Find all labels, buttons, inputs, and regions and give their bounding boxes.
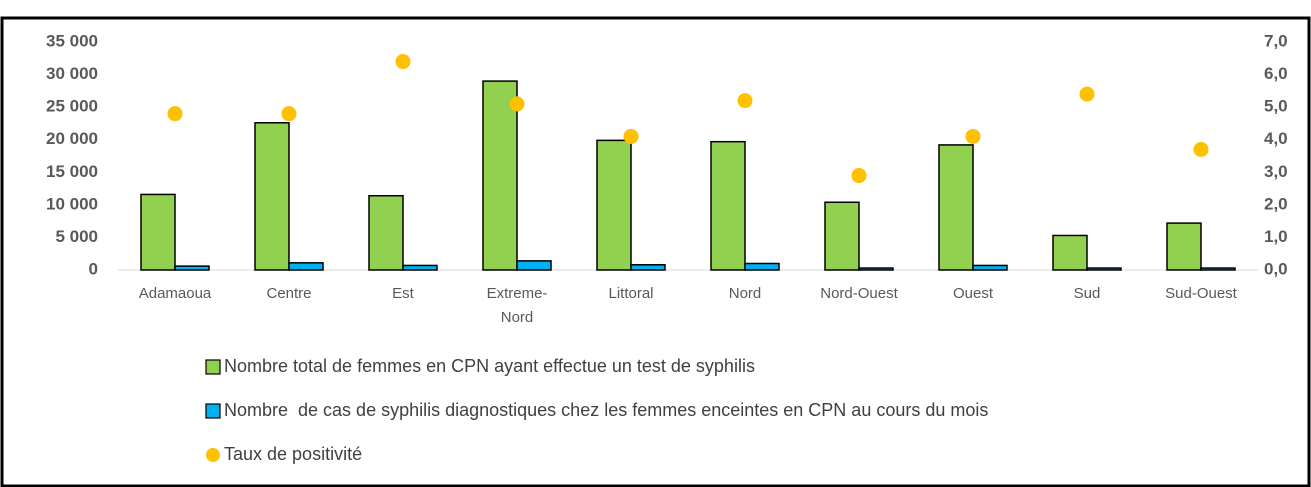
bar [1166, 222, 1202, 271]
legend-label: Taux de positivité [224, 444, 362, 464]
bar [972, 264, 1008, 271]
dot [167, 106, 183, 122]
y2-tick-label: 7,0 [1264, 31, 1288, 50]
bar [288, 262, 324, 271]
legend-swatch [205, 403, 221, 419]
legend-swatch [206, 448, 220, 462]
x-tick-label: Ouest [953, 285, 994, 302]
bar [1052, 234, 1088, 271]
y-tick-label: 5 000 [55, 227, 98, 246]
legend-label: Nombre total de femmes en CPN ayant effe… [224, 356, 755, 376]
x-tick-label: Est [392, 285, 415, 302]
bar [824, 201, 860, 271]
y2-tick-label: 2,0 [1264, 194, 1288, 213]
x-tick-label: Extreme-Nord [487, 285, 548, 326]
dot [965, 128, 981, 144]
y2-tick-label: 3,0 [1264, 162, 1288, 181]
y-tick-label: 0 [89, 259, 98, 278]
bar [516, 260, 552, 271]
x-tick-label: Centre [266, 285, 311, 302]
bar [140, 193, 176, 271]
x-tick-label: Nord-Ouest [820, 285, 898, 302]
x-tick-label: Adamaoua [139, 285, 212, 302]
legend-label: Nombre de cas de syphilis diagnostiques … [224, 400, 988, 420]
x-tick-label: Littoral [608, 285, 653, 302]
y2-tick-label: 4,0 [1264, 129, 1288, 148]
bar [482, 80, 518, 271]
x-tick-label: Nord [729, 285, 762, 302]
bar [938, 144, 974, 271]
dot [281, 106, 297, 122]
bar [1200, 267, 1236, 271]
bar [174, 265, 210, 271]
y-tick-label: 15 000 [46, 162, 98, 181]
y2-tick-label: 0,0 [1264, 259, 1288, 278]
y2-tick-label: 1,0 [1264, 227, 1288, 246]
bar [744, 262, 780, 271]
dot [395, 54, 411, 70]
bar [630, 264, 666, 271]
y-tick-label: 10 000 [46, 194, 98, 213]
dot [1193, 141, 1209, 157]
bar [254, 122, 290, 271]
x-tick-label: Sud-Ouest [1165, 285, 1238, 302]
legend-swatch [205, 359, 221, 375]
bar [368, 194, 404, 271]
dot [737, 93, 753, 109]
y-tick-label: 25 000 [46, 97, 98, 116]
bar [710, 140, 746, 271]
y2-tick-label: 6,0 [1264, 64, 1288, 83]
dot [623, 128, 639, 144]
bar [1086, 267, 1122, 271]
dot [1079, 86, 1095, 102]
bar [858, 267, 894, 271]
dot [509, 96, 525, 112]
bar [402, 264, 438, 271]
x-tick-label: Sud [1074, 285, 1101, 302]
bar [596, 139, 632, 271]
y-tick-label: 20 000 [46, 129, 98, 148]
y-tick-label: 35 000 [46, 31, 98, 50]
y2-tick-label: 5,0 [1264, 97, 1288, 116]
dot [851, 168, 867, 184]
y-tick-label: 30 000 [46, 64, 98, 83]
